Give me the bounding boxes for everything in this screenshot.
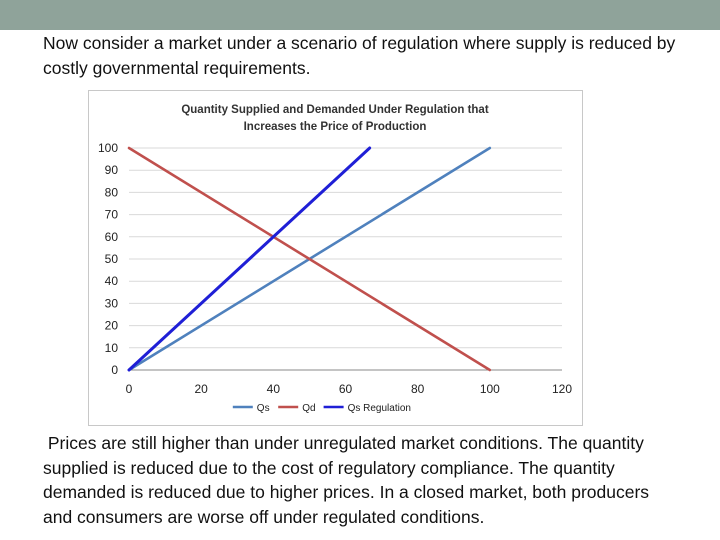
x-tick-label-60: 60 — [339, 382, 353, 396]
y-tick-label-60: 60 — [105, 230, 119, 244]
chart-title-line2: Increases the Price of Production — [244, 121, 427, 133]
y-tick-label-50: 50 — [105, 252, 119, 266]
y-tick-label-20: 20 — [105, 319, 119, 333]
x-tick-label-0: 0 — [126, 382, 133, 396]
x-tick-label-100: 100 — [480, 382, 500, 396]
y-tick-label-0: 0 — [111, 363, 118, 377]
intro-text: Now consider a market under a scenario o… — [43, 33, 676, 78]
legend-label-qs-regulation: Qs Regulation — [348, 403, 411, 414]
series-lines — [127, 146, 492, 372]
legend-label-qs: Qs — [257, 403, 270, 414]
slide-top-bar — [0, 0, 720, 30]
gridlines — [129, 147, 562, 349]
regulation-supply-demand-chart: Quantity Supplied and Demanded Under Reg… — [98, 104, 572, 414]
chart-legend: Qs Qd Qs Regulation — [232, 403, 411, 414]
x-tick-label-120: 120 — [552, 382, 572, 396]
y-tick-label-100: 100 — [98, 141, 118, 155]
x-tick-label-20: 20 — [194, 382, 208, 396]
y-tick-label-10: 10 — [105, 341, 119, 355]
series-line-qs-regulation — [127, 146, 372, 372]
chart-container: Quantity Supplied and Demanded Under Reg… — [88, 90, 583, 426]
legend-label-qd: Qd — [302, 403, 315, 414]
y-tick-label-40: 40 — [105, 274, 119, 288]
x-tick-label-80: 80 — [411, 382, 425, 396]
y-tick-label-90: 90 — [105, 163, 119, 177]
series-line-qd — [127, 146, 492, 372]
y-tick-label-80: 80 — [105, 185, 119, 199]
chart-title-line1: Quantity Supplied and Demanded Under Reg… — [181, 104, 488, 116]
body-text: Prices are still higher than under unreg… — [43, 433, 654, 527]
axes: 0 10 20 30 40 50 60 70 80 90 100 0 20 40 60 80 100 120 — [98, 141, 572, 396]
y-tick-label-30: 30 — [105, 296, 119, 310]
y-tick-label-70: 70 — [105, 208, 119, 222]
x-tick-label-40: 40 — [267, 382, 281, 396]
